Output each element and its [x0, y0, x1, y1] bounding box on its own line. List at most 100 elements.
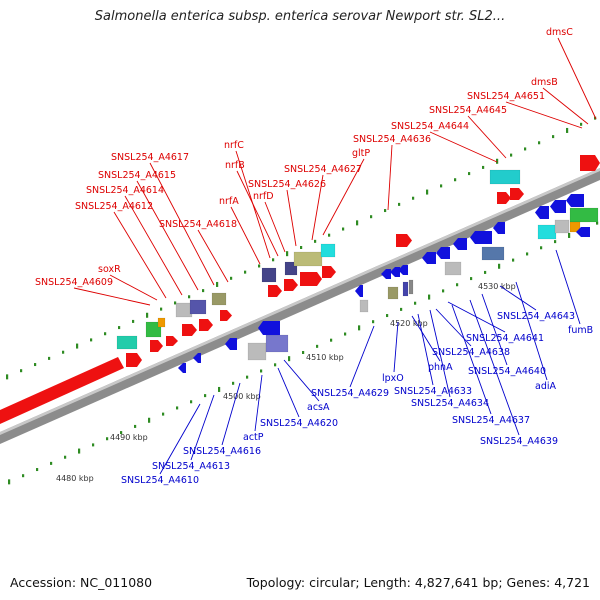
forward-gene-label: nrfA: [219, 196, 239, 207]
forward-gene-arrow: [510, 188, 524, 200]
upper-tick: [440, 184, 443, 188]
forward-gene-arrow: [268, 285, 282, 297]
forward-gene-label: nrfC: [224, 140, 244, 151]
reverse-leader-line: [254, 374, 263, 432]
upper-tick: [468, 172, 471, 176]
reverse-gene-arrow: [355, 285, 363, 297]
reverse-gene-label: SNSL254_A4620: [260, 418, 338, 429]
reverse-leader-line: [283, 359, 320, 402]
reverse-gene-arrow: [193, 353, 201, 363]
reverse-gene-arrow: [436, 247, 450, 259]
reverse-leader-line: [417, 313, 434, 386]
forward-gene-arrow: [396, 234, 412, 247]
lower-tick: [120, 431, 123, 435]
forward-gene-label: nrfD: [253, 191, 274, 202]
lower-tick: [400, 307, 403, 311]
genome-backbone-highlight: [0, 168, 600, 435]
reverse-gene-label: SNSL254_A4633: [394, 386, 472, 397]
lower-tick: [8, 479, 11, 485]
upper-tick: [342, 227, 345, 231]
reverse-gene-label: SNSL254_A4643: [497, 311, 575, 322]
scale-label: 4480 kbp: [56, 474, 94, 483]
lower-tick: [106, 437, 109, 441]
forward-gene-label: SNSL254_A4618: [159, 219, 237, 230]
reverse-gene-arrow: [422, 252, 436, 264]
lower-tick: [568, 232, 571, 238]
reverse-gene-label: SNSL254_A4629: [311, 388, 389, 399]
reverse-gene-box: [402, 281, 409, 297]
lower-tick: [540, 246, 543, 250]
lower-tick: [92, 443, 95, 447]
reverse-gene-arrow: [550, 200, 566, 213]
forward-gene-box: [175, 302, 193, 318]
forward-gene-arrow: [220, 310, 232, 321]
reverse-gene-label: SNSL254_A4613: [152, 461, 230, 472]
upper-tick: [244, 270, 247, 274]
reverse-gene-arrow: [493, 222, 505, 234]
reverse-leader-line: [190, 394, 215, 461]
forward-gene-arrow: [126, 353, 142, 367]
reverse-gene-label: SNSL254_A4634: [411, 398, 489, 409]
lower-tick: [386, 314, 389, 318]
lower-tick: [162, 412, 165, 416]
forward-gene-arrow: [580, 155, 600, 171]
forward-leader-line: [311, 174, 324, 241]
forward-gene-box: [293, 251, 323, 267]
gene-features: [0, 155, 600, 424]
reverse-gene-label: lpxO: [382, 373, 404, 384]
forward-leader-line: [197, 229, 229, 283]
forward-gene-box: [145, 321, 162, 338]
upper-tick: [174, 301, 177, 305]
forward-leader-line: [286, 189, 297, 247]
upper-tick: [118, 326, 121, 330]
forward-leader-line: [542, 87, 589, 125]
lower-tick: [512, 258, 515, 262]
scale-label: 4530 kbp: [478, 282, 516, 291]
reverse-gene-box: [359, 299, 369, 313]
reverse-gene-box: [444, 261, 462, 276]
scale-label: 4520 kbp: [390, 319, 428, 328]
upper-tick: [160, 307, 163, 311]
reverse-gene-box: [481, 246, 505, 261]
reverse-gene-label: adiA: [535, 381, 556, 392]
upper-tick: [566, 127, 569, 133]
upper-tick: [482, 165, 485, 169]
forward-gene-arrow: [300, 272, 322, 286]
reverse-gene-arrow: [178, 363, 186, 373]
upper-tick: [202, 289, 205, 293]
forward-leader-line: [230, 206, 261, 265]
reverse-gene-box: [247, 342, 267, 361]
lower-tick: [36, 468, 39, 472]
forward-gene-box: [116, 335, 138, 350]
upper-tick: [538, 141, 541, 145]
lower-tick: [246, 375, 249, 379]
forward-gene-label: SNSL254_A4645: [429, 105, 507, 116]
forward-gene-label: SNSL254_A4609: [35, 277, 113, 288]
forward-gene-arrow: [182, 324, 197, 336]
reverse-gene-arrow: [390, 267, 400, 277]
upper-tick: [272, 258, 275, 262]
upper-tick: [188, 295, 191, 299]
reverse-gene-label: SNSL254_A4638: [432, 347, 510, 358]
lower-tick: [526, 252, 529, 256]
forward-gene-arrow: [166, 336, 178, 346]
reverse-gene-arrow: [470, 231, 492, 244]
lower-tick: [148, 417, 151, 423]
forward-leader-line: [387, 144, 393, 211]
forward-gene-arrow: [199, 319, 213, 331]
forward-gene-label: SNSL254_A4636: [353, 134, 431, 145]
forward-leader-line: [264, 201, 286, 253]
reverse-gene-arrow: [381, 269, 391, 279]
reverse-leader-line: [555, 249, 581, 325]
upper-tick: [90, 338, 93, 342]
label-leader-lines: [73, 37, 597, 475]
forward-leader-line: [149, 162, 215, 286]
large-forward-block: [0, 357, 124, 424]
reverse-gene-label: SNSL254_A4637: [452, 415, 530, 426]
upper-tick: [258, 264, 261, 268]
upper-tick: [216, 281, 219, 287]
forward-leader-line: [109, 274, 158, 301]
upper-tick: [580, 122, 583, 126]
lower-tick: [596, 221, 599, 225]
upper-tick: [328, 233, 331, 237]
